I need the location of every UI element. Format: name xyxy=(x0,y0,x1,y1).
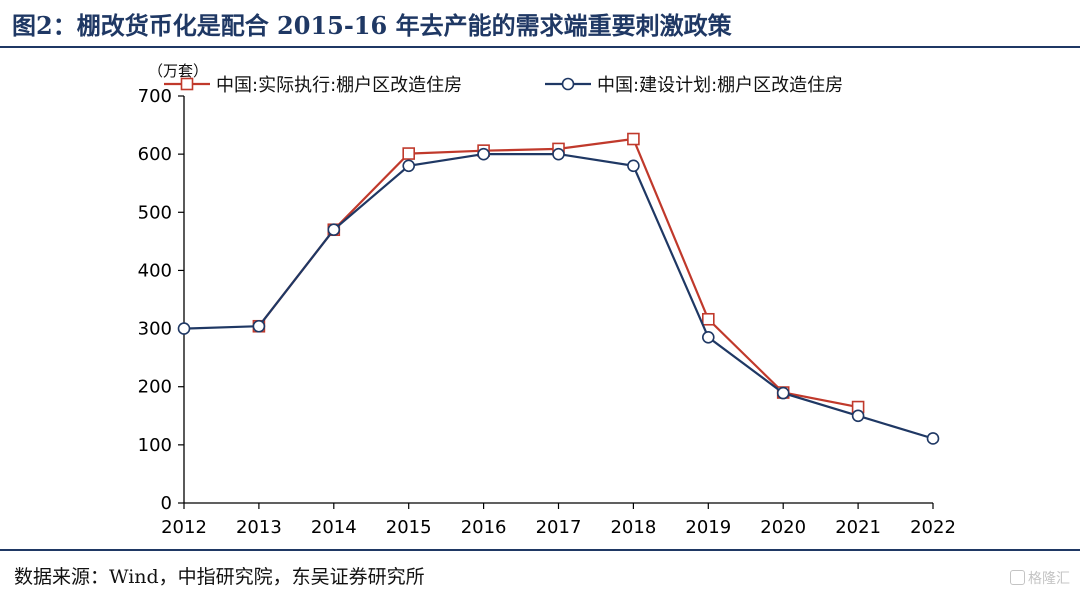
y-tick-label: 200 xyxy=(138,377,172,398)
y-tick-label: 0 xyxy=(161,493,172,514)
data-point xyxy=(627,159,640,173)
x-tick-label: 2017 xyxy=(536,517,582,538)
chart-legend: 中国:实际执行:棚户区改造住房 中国:建设计划:棚户区改造住房 xyxy=(164,75,843,96)
source-rule xyxy=(0,549,1080,551)
legend-label: 中国:实际执行:棚户区改造住房 xyxy=(216,75,462,96)
series-line xyxy=(183,153,934,440)
legend-marker xyxy=(561,77,575,91)
title-rule xyxy=(0,46,1080,48)
series-line xyxy=(258,137,859,409)
chart-series xyxy=(177,132,940,445)
x-tick-label: 2012 xyxy=(161,517,207,538)
x-tick-label: 2018 xyxy=(610,517,656,538)
data-point xyxy=(926,432,940,445)
y-tick-label: 600 xyxy=(138,144,172,165)
source-note: 数据来源：Wind，中指研究院，东吴证券研究所 xyxy=(14,566,425,588)
y-tick-label: 500 xyxy=(138,202,172,223)
watermark: 格隆汇 xyxy=(1010,568,1070,588)
legend-marker xyxy=(180,77,194,91)
x-tick-label: 2015 xyxy=(386,517,432,538)
x-tick-label: 2022 xyxy=(910,517,956,538)
legend-item: 中国:建设计划:棚户区改造住房 xyxy=(545,75,843,96)
x-tick-label: 2021 xyxy=(835,517,881,538)
data-point xyxy=(776,386,790,400)
y-tick-label: 400 xyxy=(138,260,172,281)
line-chart: 0 100 200 300 400 500 600 700 2012 2013 2014 2015 20… xyxy=(138,62,956,538)
y-tick-label: 300 xyxy=(138,319,172,340)
figure-title: 图2：棚改货币化是配合 2015-16 年去产能的需求端重要刺激政策 xyxy=(12,11,732,40)
x-tick-label: 2016 xyxy=(461,517,507,538)
x-tick-label: 2013 xyxy=(236,517,282,538)
y-tick-label: 100 xyxy=(138,435,172,456)
x-tick-label: 2020 xyxy=(760,517,806,538)
data-point xyxy=(701,330,715,344)
y-tick-label: 700 xyxy=(138,86,172,107)
data-point xyxy=(177,322,191,335)
watermark-logo-icon xyxy=(1010,570,1025,585)
chart-axes: 0 100 200 300 400 500 600 700 2012 2013 2014 2015 20… xyxy=(138,86,956,538)
data-point xyxy=(851,409,865,423)
data-point xyxy=(252,319,266,333)
data-point xyxy=(402,159,416,173)
data-point xyxy=(402,147,416,160)
data-point xyxy=(477,147,490,161)
series-2 xyxy=(177,147,940,445)
x-tick-label: 2019 xyxy=(685,517,731,538)
data-point xyxy=(327,223,341,237)
x-tick-label: 2014 xyxy=(311,517,357,538)
legend-label: 中国:建设计划:棚户区改造住房 xyxy=(597,75,843,96)
data-point xyxy=(552,147,565,161)
data-point xyxy=(701,312,715,326)
series-1 xyxy=(252,132,865,414)
y-unit-label: （万套） xyxy=(148,62,208,80)
legend-item: 中国:实际执行:棚户区改造住房 xyxy=(164,75,462,96)
watermark-text: 格隆汇 xyxy=(1028,571,1070,587)
data-point xyxy=(627,132,640,146)
